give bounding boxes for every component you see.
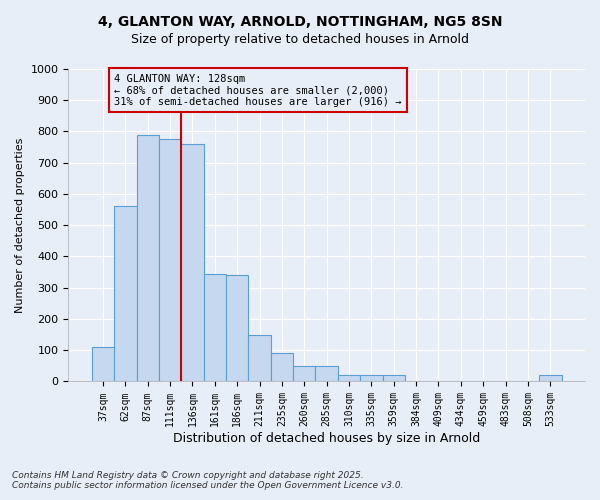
Text: Contains public sector information licensed under the Open Government Licence v3: Contains public sector information licen… <box>12 481 404 490</box>
Bar <box>248 334 271 382</box>
Bar <box>539 375 562 382</box>
Bar <box>271 354 293 382</box>
Text: Size of property relative to detached houses in Arnold: Size of property relative to detached ho… <box>131 32 469 46</box>
Text: 4, GLANTON WAY, ARNOLD, NOTTINGHAM, NG5 8SN: 4, GLANTON WAY, ARNOLD, NOTTINGHAM, NG5 … <box>98 15 502 29</box>
Bar <box>114 206 137 382</box>
Text: Contains HM Land Registry data © Crown copyright and database right 2025.: Contains HM Land Registry data © Crown c… <box>12 471 364 480</box>
Bar <box>293 366 316 382</box>
Bar <box>226 275 248 382</box>
Bar <box>338 375 360 382</box>
Y-axis label: Number of detached properties: Number of detached properties <box>15 138 25 313</box>
Bar <box>181 144 203 382</box>
Bar <box>92 347 114 382</box>
Text: 4 GLANTON WAY: 128sqm
← 68% of detached houses are smaller (2,000)
31% of semi-d: 4 GLANTON WAY: 128sqm ← 68% of detached … <box>114 74 401 107</box>
Bar <box>159 140 181 382</box>
Bar <box>383 375 405 382</box>
Bar <box>316 366 338 382</box>
Bar <box>360 375 383 382</box>
X-axis label: Distribution of detached houses by size in Arnold: Distribution of detached houses by size … <box>173 432 480 445</box>
Bar <box>137 134 159 382</box>
Bar <box>203 274 226 382</box>
